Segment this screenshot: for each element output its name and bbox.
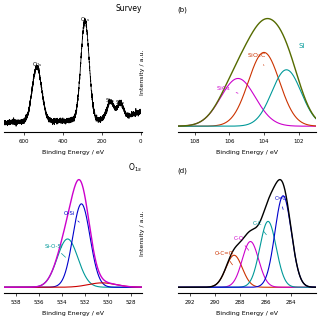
Text: SiO$_3$C: SiO$_3$C: [247, 51, 266, 66]
X-axis label: Binding Energy / eV: Binding Energy / eV: [42, 150, 104, 155]
Text: Si$_{2s}$: Si$_{2s}$: [105, 96, 116, 105]
Text: Si: Si: [299, 43, 305, 49]
Text: Intensity / a.u.: Intensity / a.u.: [140, 211, 145, 256]
X-axis label: Binding Energy / eV: Binding Energy / eV: [42, 311, 104, 316]
Text: O-C=O: O-C=O: [215, 251, 234, 265]
X-axis label: Binding Energy / eV: Binding Energy / eV: [216, 150, 278, 155]
Text: C-C: C-C: [253, 221, 266, 235]
Text: O$_{1s}$: O$_{1s}$: [128, 162, 142, 174]
Text: Intensity / a.u.: Intensity / a.u.: [140, 50, 145, 95]
Text: Si$_{2p}$: Si$_{2p}$: [115, 98, 126, 108]
Text: C=C: C=C: [274, 196, 286, 210]
Text: C$_{1s}$: C$_{1s}$: [80, 15, 90, 24]
Text: O-Si: O-Si: [64, 211, 79, 222]
Text: (b): (b): [178, 7, 188, 13]
Text: C-O: C-O: [234, 236, 249, 250]
Text: Survey: Survey: [116, 4, 142, 13]
Text: O$_{1s}$: O$_{1s}$: [31, 60, 42, 68]
Text: (d): (d): [178, 168, 188, 174]
X-axis label: Binding Energy / eV: Binding Energy / eV: [216, 311, 278, 316]
Text: SiO$_4$: SiO$_4$: [216, 84, 238, 93]
Text: Si-O-Si: Si-O-Si: [44, 244, 66, 257]
